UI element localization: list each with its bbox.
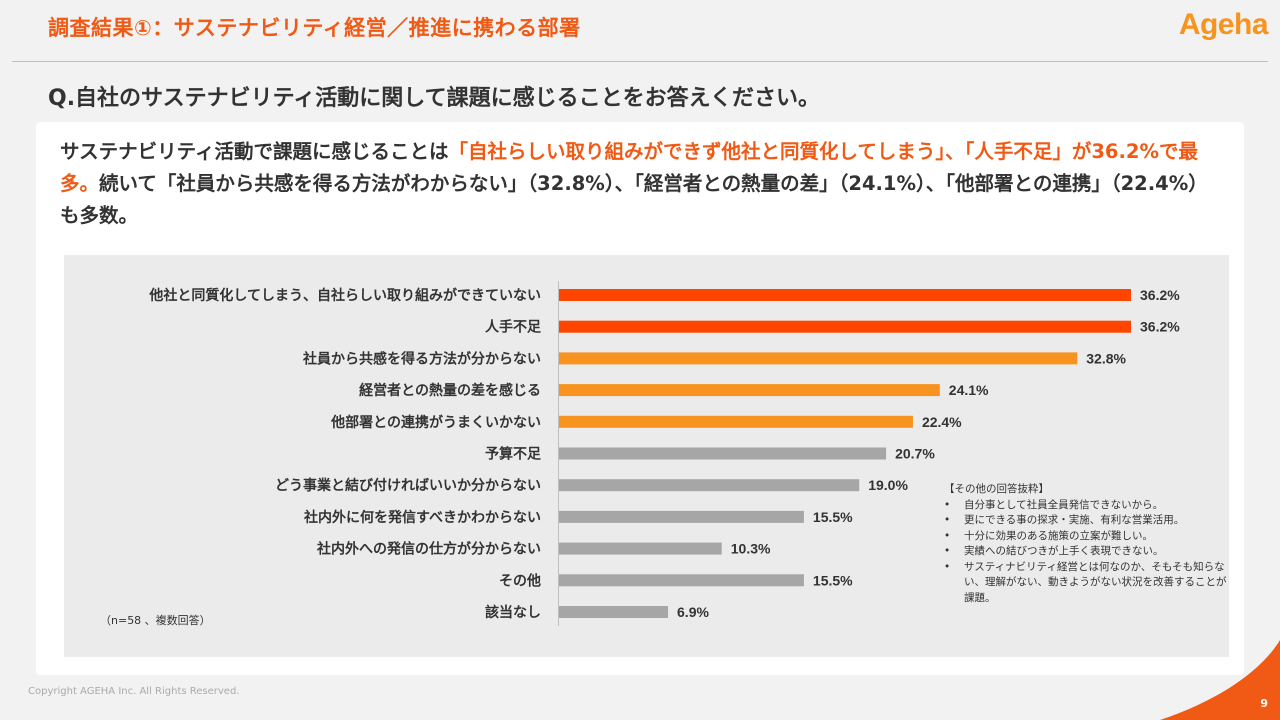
summary-highlight: 「自社らしい取り組みができず他社と同質化してしまう」、「人手不足」が36.2%で… [60, 140, 1199, 195]
value-label: 22.4% [922, 414, 962, 430]
summary-part1: サステナビリティ活動で課題に感じることは [60, 140, 449, 163]
value-label: 15.5% [813, 572, 853, 588]
bar [559, 574, 804, 587]
value-label: 32.8% [1086, 350, 1126, 366]
bar [559, 479, 860, 492]
bar [559, 447, 887, 460]
other-answer-item: 実績への結びつきが上手く表現できない。 [944, 544, 1234, 560]
question-text: Q.自社のサステナビリティ活動に関して課題に感じることをお答えください。 [48, 86, 820, 111]
category-label: 社員から共感を得る方法が分からない [302, 350, 541, 367]
value-label: 36.2% [1140, 319, 1180, 335]
value-label: 20.7% [895, 446, 935, 462]
title-divider [12, 61, 1268, 62]
category-label: 他部署との連携がうまくいかない [330, 414, 541, 431]
category-label: どう事業と結び付ければいいか分からない [275, 477, 541, 494]
value-label: 36.2% [1140, 287, 1180, 303]
category-label: 該当なし [485, 604, 541, 621]
copyright: Copyright AGEHA Inc. All Rights Reserved… [28, 686, 240, 697]
bar [559, 384, 940, 397]
summary-part2: 続いて「社員から共感を得る方法がわからない」（32.8%）、「経営者との熱量の差… [60, 172, 1208, 227]
page-number: 9 [1260, 697, 1268, 710]
sample-note: （n=58 、複数回答） [100, 614, 211, 627]
category-label: 他社と同質化してしまう、自社らしい取り組みができていない [148, 287, 541, 304]
ageha-logo: Ageha [1178, 8, 1269, 41]
bar [559, 510, 804, 523]
category-label: 社内外に何を発信すべきかわからない [303, 509, 541, 526]
category-label: 予算不足 [485, 446, 542, 463]
bar [559, 352, 1078, 365]
summary-text: サステナビリティ活動で課題に感じることは「自社らしい取り組みができず他社と同質化… [60, 136, 1220, 232]
other-answer-item: サスティナビリティ経営とは何なのか、そもそも知らない、理解がない、動きようがない… [944, 560, 1234, 607]
bar [559, 320, 1131, 333]
bar [559, 542, 722, 555]
value-label: 19.0% [868, 477, 908, 493]
value-label: 10.3% [731, 541, 771, 557]
category-label: 経営者との熱量の差を感じる [359, 382, 541, 399]
value-label: 6.9% [677, 604, 709, 620]
other-answers: 【その他の回答抜粋】 自分事として社員全員発信できないから。 更にできる事の探求… [944, 482, 1234, 606]
bar [559, 289, 1131, 301]
other-answers-list: 自分事として社員全員発信できないから。 更にできる事の探求・実施、有利な営業活用… [944, 498, 1234, 607]
other-answers-heading: 【その他の回答抜粋】 [944, 483, 1049, 495]
value-label: 15.5% [813, 509, 853, 525]
category-label: 人手不足 [485, 319, 542, 336]
other-answer-item: 十分に効果のある施策の立案が難しい。 [944, 529, 1234, 545]
slide-title: 調査結果①：サステナビリティ経営／推進に携わる部署 [48, 16, 581, 40]
other-answer-item: 自分事として社員全員発信できないから。 [944, 498, 1234, 514]
category-label: 社内外への発信の仕方が分からない [316, 541, 541, 558]
category-label: その他 [499, 572, 541, 589]
bar [559, 415, 913, 428]
value-label: 24.1% [949, 382, 989, 398]
other-answer-item: 更にできる事の探求・実施、有利な営業活用。 [944, 513, 1234, 529]
bar [559, 606, 669, 618]
